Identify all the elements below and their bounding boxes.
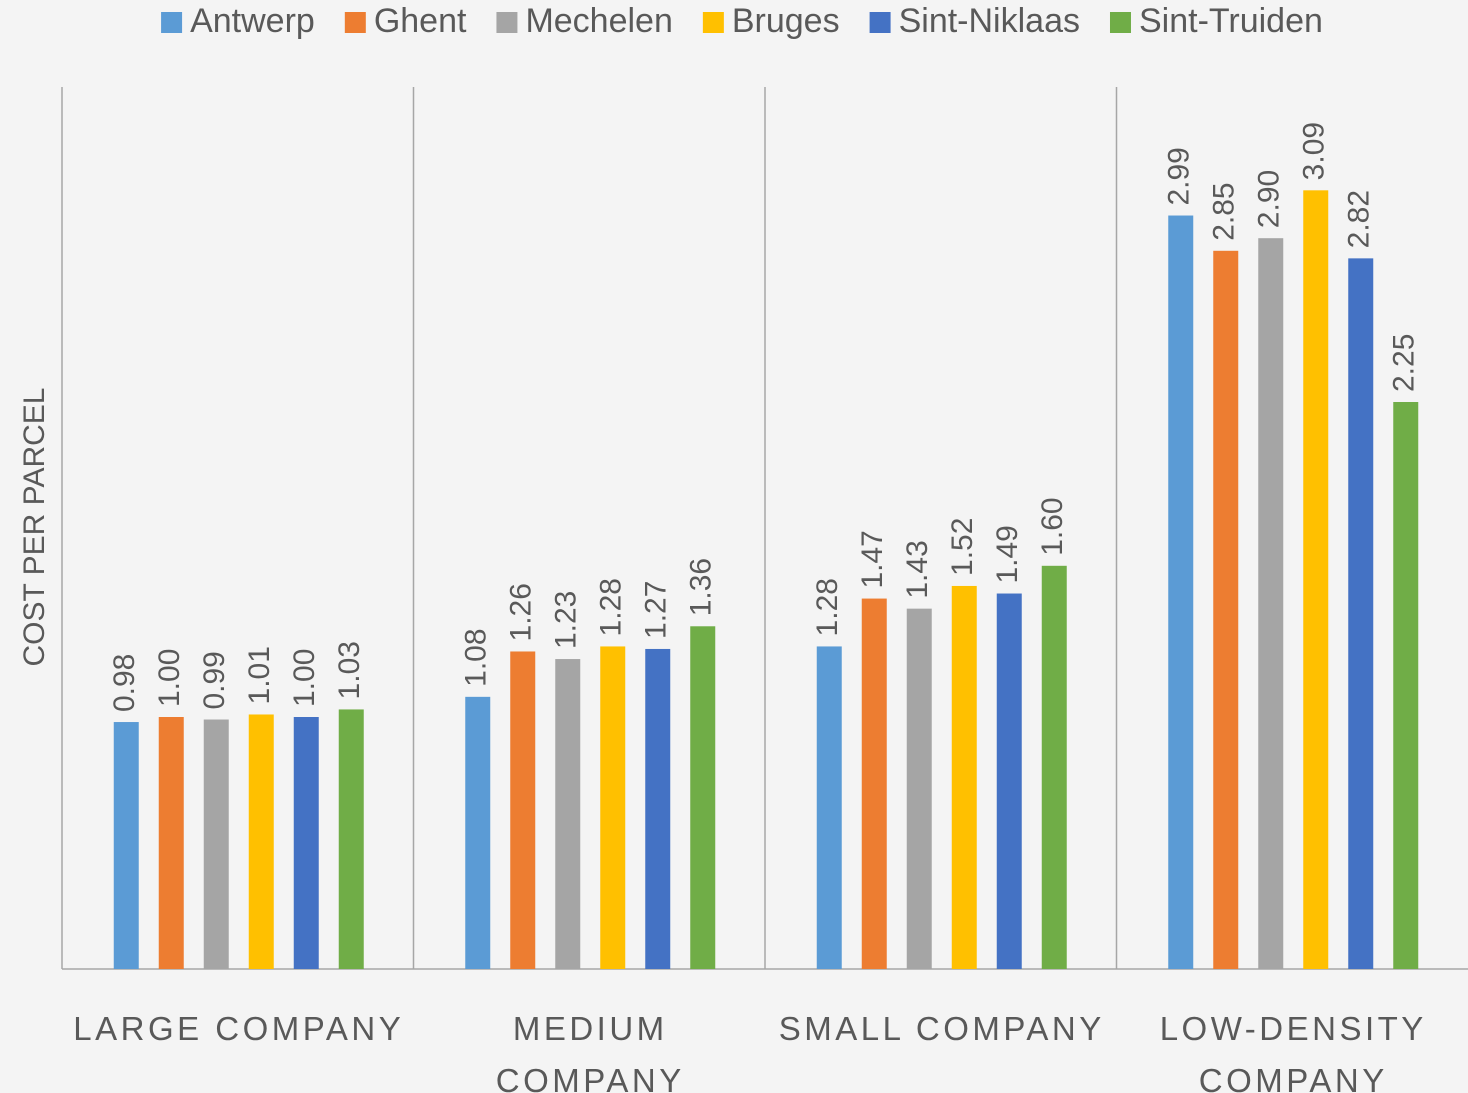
data-label: 1.49 (991, 525, 1024, 583)
bar (113, 722, 139, 969)
bar (510, 651, 536, 969)
bar (1348, 258, 1374, 969)
legend-swatch (496, 12, 518, 33)
data-label: 1.43 (901, 540, 934, 598)
data-label: 1.47 (856, 530, 889, 588)
legend-swatch (869, 12, 891, 33)
legend-label: Sint-Niklaas (899, 2, 1080, 40)
legend-swatch (702, 12, 724, 33)
data-label: 1.27 (640, 581, 673, 639)
legend-label: Sint-Truiden (1139, 2, 1323, 40)
bar (465, 696, 491, 969)
bar (1393, 402, 1419, 969)
legend-label: Bruges (732, 2, 840, 40)
data-label: 3.09 (1298, 122, 1331, 180)
bar (690, 626, 716, 969)
legend-label: Antwerp (190, 2, 315, 40)
data-label: 1.00 (288, 649, 321, 707)
data-label: 1.00 (153, 649, 186, 707)
bar (203, 719, 229, 969)
x-tick-label: SMALL COMPANY (778, 1010, 1105, 1047)
data-label: 2.99 (1163, 147, 1196, 205)
bar (1303, 190, 1329, 969)
data-label: 1.28 (811, 578, 844, 636)
data-label: 1.28 (595, 578, 628, 636)
legend-swatch (161, 12, 183, 33)
bar (951, 585, 977, 969)
data-label: 1.23 (550, 591, 583, 649)
bar (861, 598, 887, 969)
bar (996, 593, 1022, 969)
bar (338, 709, 364, 969)
data-label: 1.26 (505, 583, 538, 641)
data-label: 1.60 (1036, 497, 1069, 555)
x-tick-label: LOW-DENSITY COMPANY (1159, 1010, 1427, 1093)
bar (1213, 250, 1239, 970)
bar (1041, 565, 1067, 969)
legend-label: Ghent (374, 2, 467, 40)
data-label: 1.36 (685, 558, 718, 616)
legend-label: Mechelen (525, 2, 672, 40)
data-label: 2.25 (1388, 334, 1421, 392)
bar (158, 717, 184, 969)
bar (816, 646, 842, 969)
x-tick-label: MEDIUM COMPANY (495, 1010, 685, 1093)
data-label: 0.98 (108, 654, 141, 712)
bar (1168, 215, 1194, 969)
bar (645, 648, 671, 969)
legend-swatch (1109, 12, 1131, 33)
data-label: 0.99 (198, 651, 231, 709)
data-label: 2.82 (1343, 190, 1376, 248)
bar (600, 646, 626, 969)
data-label: 1.01 (243, 646, 276, 704)
bar (555, 659, 581, 969)
bar (293, 717, 319, 969)
data-label: 2.90 (1253, 170, 1286, 228)
bar (906, 608, 932, 969)
legend-swatch (344, 12, 366, 33)
bar (1258, 238, 1284, 969)
x-tick-label: LARGE COMPANY (73, 1010, 405, 1047)
bar (248, 714, 274, 969)
data-label: 2.85 (1208, 182, 1241, 240)
data-label: 1.52 (946, 518, 979, 576)
data-label: 1.03 (333, 641, 366, 699)
data-label: 1.08 (460, 628, 493, 686)
y-axis-label: COST PER PARCEL (18, 388, 51, 667)
